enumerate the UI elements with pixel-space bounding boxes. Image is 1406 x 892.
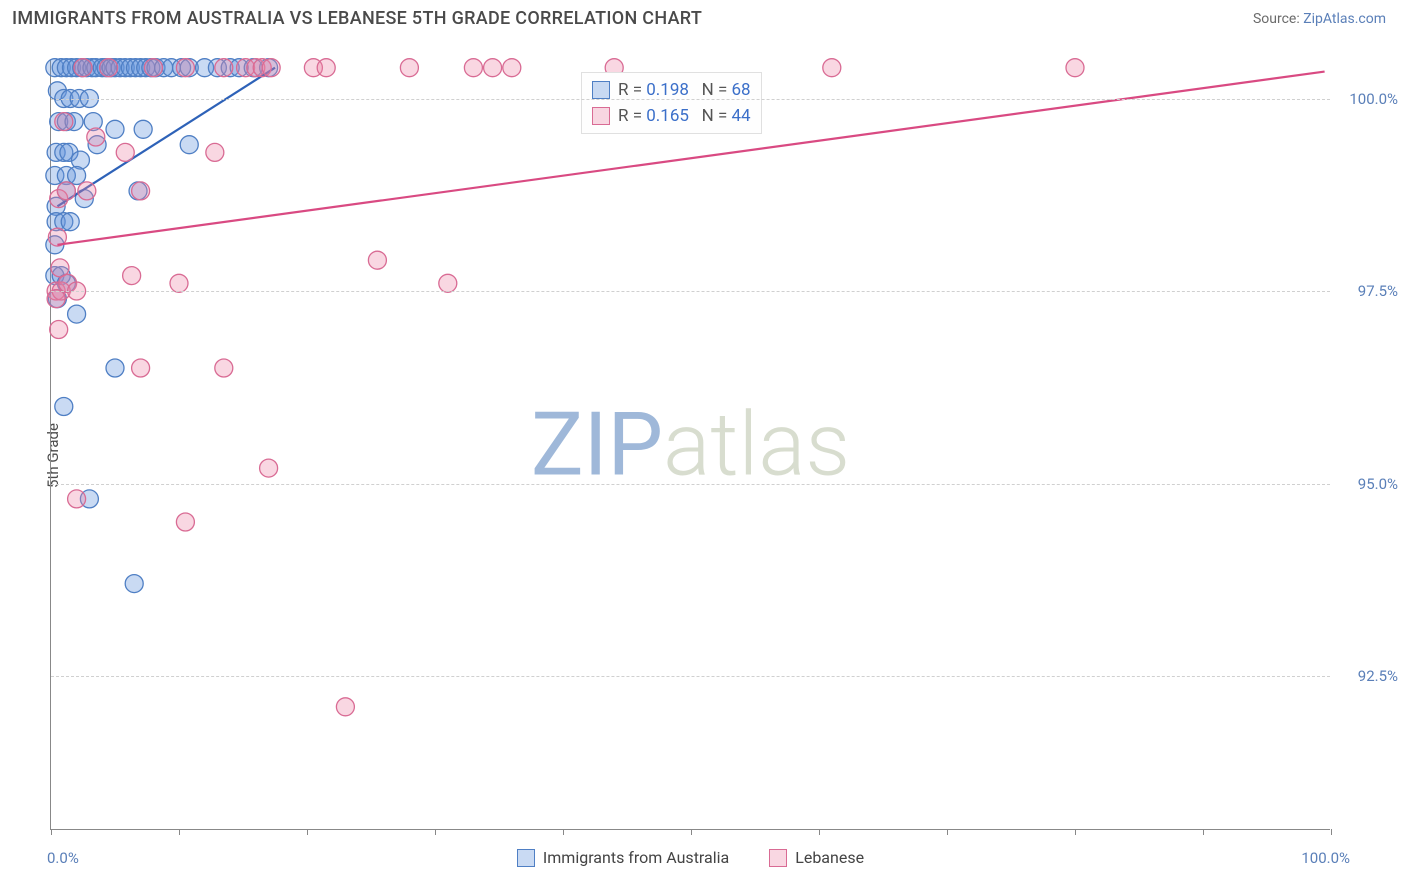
- legend-series-label: Lebanese: [795, 848, 864, 867]
- data-point: [336, 698, 354, 716]
- chart-title: IMMIGRANTS FROM AUSTRALIA VS LEBANESE 5T…: [12, 8, 702, 29]
- data-point: [68, 305, 86, 323]
- data-point: [78, 182, 96, 200]
- data-point: [503, 59, 521, 77]
- series-legend: Immigrants from Australia Lebanese: [51, 848, 1330, 867]
- correlation-legend: R = 0.198 N = 68R = 0.165 N = 44: [581, 72, 762, 134]
- data-point: [464, 59, 482, 77]
- y-tick-label: 92.5%: [1338, 667, 1398, 685]
- data-point: [50, 321, 68, 339]
- source-label: Source: ZipAtlas.com: [1253, 11, 1386, 27]
- data-point: [206, 143, 224, 161]
- legend-swatch: [592, 81, 610, 99]
- data-point: [132, 182, 150, 200]
- data-point: [262, 59, 280, 77]
- legend-swatch: [769, 849, 787, 867]
- data-point: [87, 128, 105, 146]
- data-point: [484, 59, 502, 77]
- scatter-plot: ZIPatlas R = 0.198 N = 68R = 0.165 N = 4…: [50, 60, 1330, 830]
- data-point: [215, 59, 233, 77]
- data-point: [55, 113, 73, 131]
- data-point: [132, 359, 150, 377]
- data-point: [134, 120, 152, 138]
- data-point: [68, 490, 86, 508]
- data-point: [144, 59, 162, 77]
- data-point: [57, 182, 75, 200]
- data-point: [176, 59, 194, 77]
- data-point: [125, 575, 143, 593]
- data-point: [1066, 59, 1084, 77]
- data-point: [123, 267, 141, 285]
- chart-svg: [51, 60, 1331, 830]
- y-tick-label: 97.5%: [1338, 282, 1398, 300]
- data-point: [368, 251, 386, 269]
- legend-series-item: Lebanese: [769, 848, 864, 867]
- data-point: [439, 274, 457, 292]
- data-point: [400, 59, 418, 77]
- data-point: [116, 143, 134, 161]
- legend-stat-row: R = 0.165 N = 44: [592, 103, 751, 129]
- data-point: [100, 59, 118, 77]
- legend-swatch: [592, 107, 610, 125]
- data-point: [215, 359, 233, 377]
- data-point: [170, 274, 188, 292]
- data-point: [317, 59, 335, 77]
- data-point: [61, 213, 79, 231]
- x-tick-max: 100.0%: [1301, 849, 1350, 867]
- y-tick-label: 100.0%: [1338, 90, 1398, 108]
- y-tick-label: 95.0%: [1338, 475, 1398, 493]
- data-point: [823, 59, 841, 77]
- legend-swatch: [517, 849, 535, 867]
- data-point: [106, 120, 124, 138]
- data-point: [68, 167, 86, 185]
- data-point: [180, 136, 198, 154]
- data-point: [176, 513, 194, 531]
- legend-series-label: Immigrants from Australia: [543, 848, 729, 867]
- data-point: [106, 359, 124, 377]
- legend-series-item: Immigrants from Australia: [517, 848, 729, 867]
- data-point: [260, 459, 278, 477]
- x-tick-min: 0.0%: [47, 849, 79, 867]
- source-link[interactable]: ZipAtlas.com: [1303, 11, 1386, 27]
- data-point: [47, 290, 65, 308]
- data-point: [74, 59, 92, 77]
- data-point: [55, 398, 73, 416]
